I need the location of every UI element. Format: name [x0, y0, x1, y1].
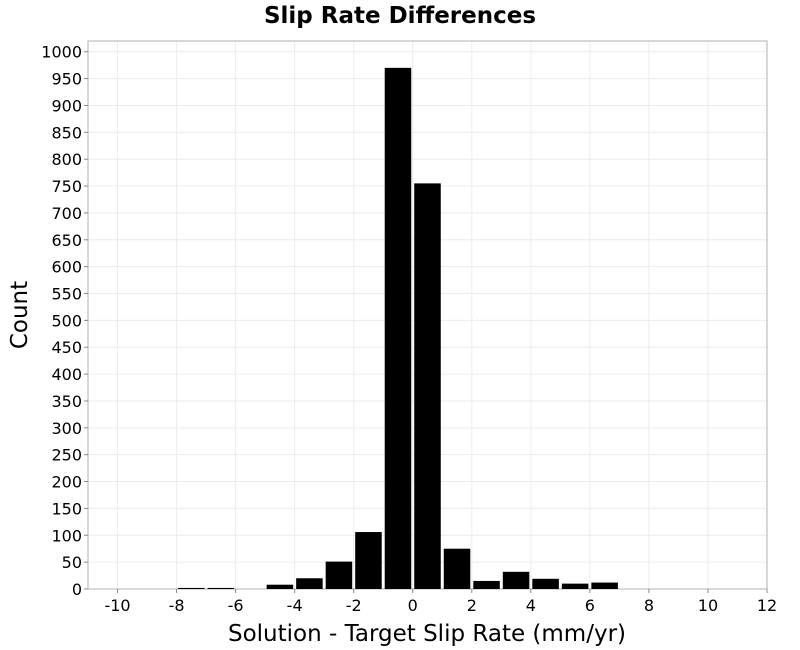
x-tick-label: -8: [169, 596, 185, 615]
y-tick-label: 1000: [41, 43, 82, 62]
x-tick-label: -4: [287, 596, 303, 615]
x-axis: -10 -8 -6 -4 -2 0 2 4 6 8 10 12: [104, 589, 777, 615]
histogram-bar: [178, 587, 205, 589]
histogram-bar: [384, 67, 412, 590]
y-tick-label: 950: [51, 70, 82, 89]
bars: [178, 67, 618, 590]
histogram-bar: [473, 580, 500, 589]
histogram-bar: [325, 561, 353, 589]
x-tick-label: 6: [585, 596, 595, 615]
x-tick-label: 12: [757, 596, 777, 615]
y-axis-label: Count: [7, 281, 33, 349]
y-tick-label: 300: [51, 419, 82, 438]
y-tick-label: 150: [51, 499, 82, 518]
y-tick-label: 500: [51, 311, 82, 330]
y-tick-label: 200: [51, 473, 82, 492]
y-tick-label: 450: [51, 338, 82, 357]
y-tick-label: 0: [72, 580, 82, 599]
x-tick-label: -10: [104, 596, 130, 615]
histogram-bar: [355, 532, 382, 589]
x-tick-label: 0: [408, 596, 418, 615]
y-tick-label: 550: [51, 285, 82, 304]
x-tick-label: -2: [346, 596, 362, 615]
histogram-bar: [207, 587, 235, 589]
y-tick-label: 600: [51, 258, 82, 277]
y-tick-label: 350: [51, 392, 82, 411]
y-axis: 0 50 100 150 200 250 300 350 400 450 500 550 600 650 7…: [41, 43, 88, 599]
chart-title: Slip Rate Differences: [264, 3, 536, 29]
y-tick-label: 50: [62, 553, 82, 572]
x-axis-label: Solution - Target Slip Rate (mm/yr): [228, 621, 626, 647]
y-tick-label: 650: [51, 231, 82, 250]
x-tick-label: -6: [228, 596, 244, 615]
histogram-bar: [502, 571, 530, 589]
y-tick-label: 750: [51, 177, 82, 196]
histogram-bar: [414, 183, 441, 589]
y-tick-label: 800: [51, 150, 82, 169]
x-tick-label: 2: [467, 596, 477, 615]
x-tick-label: 4: [526, 596, 536, 615]
y-tick-label: 850: [51, 123, 82, 142]
y-tick-label: 400: [51, 365, 82, 384]
histogram-bar: [443, 548, 471, 589]
y-tick-label: 250: [51, 446, 82, 465]
histogram-bar: [266, 584, 294, 589]
histogram-bar: [532, 578, 559, 589]
y-tick-label: 900: [51, 96, 82, 115]
histogram-bar: [561, 583, 589, 589]
histogram-bar: [296, 578, 323, 589]
x-tick-label: 8: [644, 596, 654, 615]
y-tick-label: 100: [51, 526, 82, 545]
y-tick-label: 700: [51, 204, 82, 223]
x-tick-label: 10: [698, 596, 718, 615]
histogram-bar: [591, 582, 618, 589]
